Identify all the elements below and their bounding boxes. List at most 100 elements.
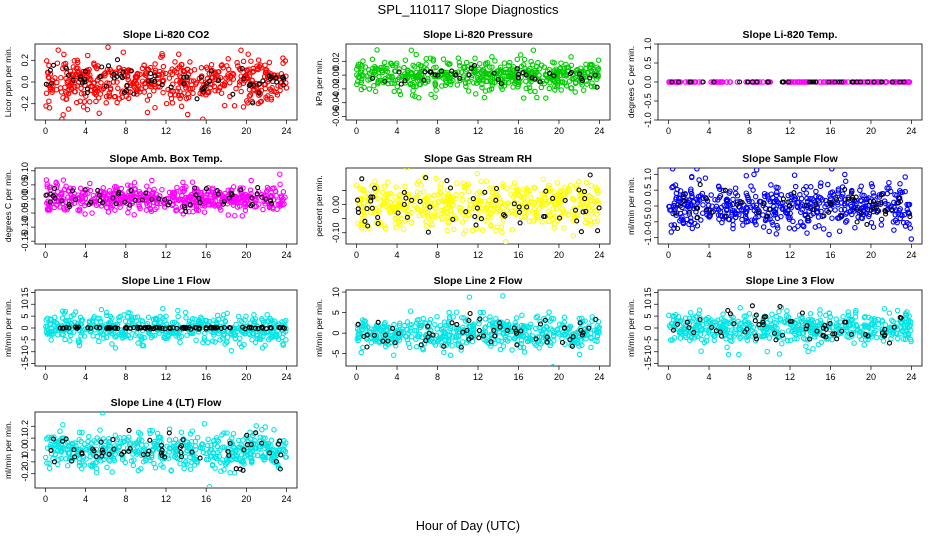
data-point bbox=[356, 74, 363, 81]
data-point bbox=[175, 313, 181, 320]
reference-point bbox=[401, 189, 407, 195]
data-point bbox=[723, 319, 730, 325]
data-point bbox=[364, 202, 371, 209]
reference-point bbox=[355, 321, 361, 327]
data-point bbox=[465, 188, 472, 195]
reference-point bbox=[447, 185, 454, 191]
data-point bbox=[51, 204, 58, 211]
data-point bbox=[842, 178, 849, 185]
y-tick-label: 5 bbox=[20, 314, 30, 319]
data-point bbox=[62, 308, 69, 315]
data-point bbox=[776, 308, 782, 315]
data-point bbox=[689, 225, 696, 232]
data-point bbox=[248, 58, 254, 64]
reference-point bbox=[576, 187, 582, 193]
reference-point bbox=[96, 192, 102, 198]
data-point bbox=[474, 170, 481, 177]
reference-point bbox=[267, 325, 273, 331]
data-point bbox=[136, 191, 142, 198]
data-point bbox=[389, 62, 396, 69]
data-point bbox=[271, 318, 278, 324]
reference-point bbox=[883, 208, 889, 214]
data-point bbox=[429, 222, 435, 228]
reference-point bbox=[70, 77, 76, 83]
data-point bbox=[237, 335, 243, 342]
data-point bbox=[715, 183, 722, 190]
data-point bbox=[249, 336, 255, 343]
data-point bbox=[769, 311, 775, 318]
reference-point bbox=[97, 325, 103, 331]
y-tick-label: -0.04 bbox=[331, 92, 341, 113]
data-point bbox=[182, 309, 189, 316]
data-point bbox=[527, 321, 534, 328]
data-point bbox=[688, 174, 695, 181]
reference-point bbox=[60, 325, 66, 331]
y-axis-label: degrees C per min. bbox=[3, 170, 13, 242]
data-point bbox=[135, 86, 141, 92]
data-point bbox=[423, 61, 429, 67]
reference-point bbox=[49, 80, 55, 86]
y-tick-label: -0.5 bbox=[643, 214, 653, 230]
data-point bbox=[527, 324, 533, 330]
reference-point bbox=[372, 185, 378, 191]
reference-point bbox=[156, 325, 162, 331]
data-point bbox=[724, 79, 730, 85]
data-point bbox=[158, 54, 164, 60]
data-point bbox=[840, 313, 846, 320]
reference-point bbox=[579, 332, 585, 338]
data-point bbox=[847, 322, 854, 329]
data-point bbox=[136, 201, 142, 208]
data-point bbox=[145, 66, 152, 73]
data-point bbox=[88, 328, 94, 334]
reference-point bbox=[192, 325, 198, 331]
data-point bbox=[159, 186, 165, 193]
data-point bbox=[543, 95, 549, 101]
data-point bbox=[483, 217, 489, 224]
data-point bbox=[282, 194, 288, 201]
y-tick-label: 10 bbox=[20, 299, 30, 309]
data-point bbox=[850, 321, 857, 328]
data-point bbox=[851, 340, 857, 346]
data-point bbox=[578, 77, 584, 84]
data-point bbox=[372, 88, 379, 95]
reference-point bbox=[113, 201, 119, 207]
reference-point bbox=[396, 69, 402, 75]
data-point bbox=[737, 320, 743, 327]
data-point bbox=[264, 188, 271, 194]
y-tick-label: -0.5 bbox=[643, 93, 653, 109]
y-tick-label: -5 bbox=[20, 336, 30, 344]
reference-point bbox=[196, 195, 202, 201]
data-point bbox=[694, 327, 700, 333]
data-point bbox=[855, 214, 861, 220]
data-point bbox=[523, 85, 529, 92]
reference-point bbox=[734, 201, 740, 208]
data-point bbox=[484, 60, 491, 66]
data-point bbox=[125, 76, 131, 83]
data-point bbox=[900, 336, 906, 342]
data-point bbox=[553, 72, 559, 79]
data-point bbox=[791, 327, 797, 333]
data-point bbox=[756, 79, 763, 85]
reference-point bbox=[870, 198, 877, 204]
data-point bbox=[160, 89, 166, 96]
y-axis-label: ml/min per min. bbox=[626, 299, 636, 357]
data-point bbox=[186, 208, 192, 215]
data-point bbox=[898, 79, 905, 85]
data-point bbox=[173, 197, 179, 203]
data-point bbox=[469, 227, 476, 234]
data-point bbox=[817, 311, 823, 317]
x-tick-label: 8 bbox=[747, 126, 752, 136]
data-point bbox=[61, 61, 67, 68]
data-point bbox=[764, 192, 770, 198]
data-point bbox=[469, 72, 475, 78]
reference-point bbox=[168, 84, 174, 90]
data-point bbox=[561, 225, 567, 231]
reference-point bbox=[878, 192, 884, 198]
y-tick-label: 0.0 bbox=[643, 76, 653, 89]
data-point bbox=[524, 187, 531, 193]
data-point bbox=[186, 318, 193, 325]
reference-point bbox=[375, 319, 381, 325]
data-point bbox=[482, 316, 489, 322]
data-point bbox=[385, 179, 391, 185]
data-point bbox=[98, 306, 105, 313]
